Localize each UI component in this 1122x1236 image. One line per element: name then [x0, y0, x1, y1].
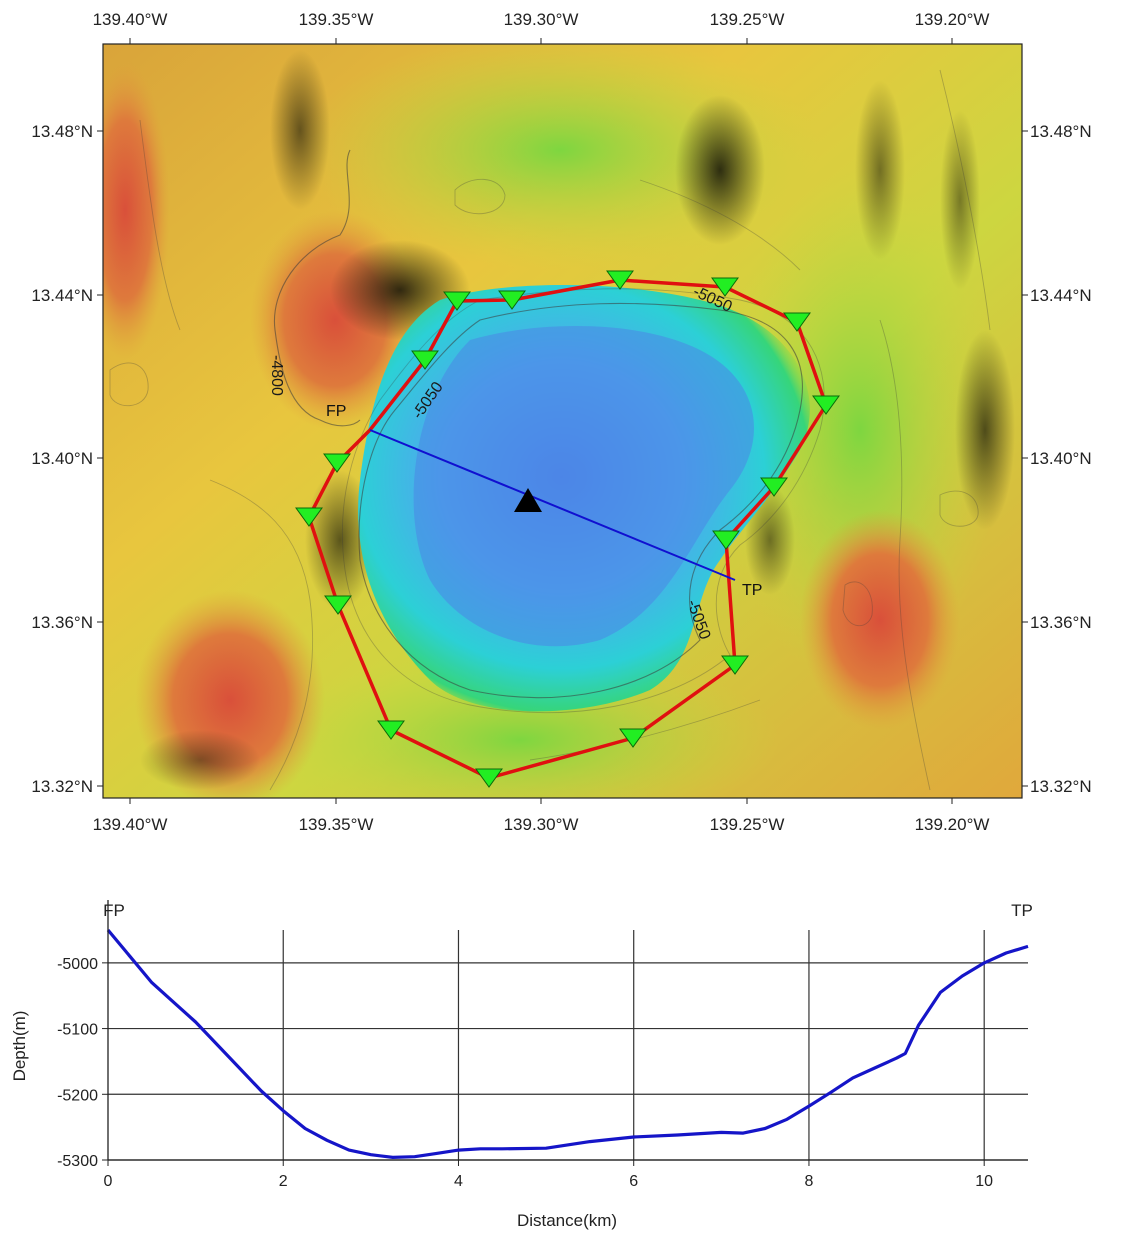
latitude-label: 13.40°N [31, 449, 93, 468]
x-tick-label: 2 [279, 1173, 288, 1190]
longitude-label: 139.20°W [915, 10, 990, 29]
latitude-label: 13.44°N [1030, 286, 1092, 305]
profile-end-label: TP [742, 582, 762, 599]
station-marker [721, 655, 749, 675]
latitude-label: 13.48°N [31, 122, 93, 141]
longitude-label: 139.40°W [93, 10, 168, 29]
y-tick-label: -5300 [57, 1153, 98, 1170]
station-marker [324, 595, 352, 615]
bathymetry-relief [103, 44, 1022, 798]
station-marker [377, 720, 405, 740]
longitude-label: 139.25°W [710, 10, 785, 29]
longitude-label: 139.35°W [299, 10, 374, 29]
station-marker [498, 290, 526, 310]
station-marker [619, 728, 647, 748]
map-frame [102, 43, 1023, 799]
y-tick-label: -5000 [57, 956, 98, 973]
map-tick-marks [97, 38, 1028, 804]
depth-profile-chart: 0 2 4 6 8 10 -5000 -5100 -5200 -5300 FP TP Distan… [10, 900, 1033, 1230]
longitude-label: 139.35°W [299, 815, 374, 834]
latitude-label: 13.36°N [31, 613, 93, 632]
latitude-label: 13.32°N [31, 777, 93, 796]
chart-tick-labels: 0 2 4 6 8 10 -5000 -5100 -5200 -5300 [57, 956, 993, 1190]
latitude-label: 13.40°N [1030, 449, 1092, 468]
profile-line [369, 429, 736, 581]
station-marker [760, 477, 788, 497]
latitude-label: 13.32°N [1030, 777, 1092, 796]
latitude-labels-right: 13.48°N 13.44°N 13.40°N 13.36°N 13.32°N [1030, 122, 1092, 796]
x-axis-title: Distance(km) [517, 1211, 617, 1230]
chart-start-label: FP [103, 901, 125, 920]
latitude-label: 13.44°N [31, 286, 93, 305]
depth-profile-line [106, 928, 1029, 1159]
x-tick-label: 4 [454, 1173, 463, 1190]
chart-grid [108, 930, 1028, 1161]
latitude-labels-left: 13.48°N 13.44°N 13.40°N 13.36°N 13.32°N [31, 122, 93, 796]
x-tick-label: 6 [629, 1173, 638, 1190]
longitude-label: 139.30°W [504, 10, 579, 29]
chart-end-label: TP [1011, 901, 1033, 920]
station-marker [711, 277, 739, 297]
profile-start-label: FP [326, 403, 346, 420]
station-marker [443, 291, 471, 311]
bathymetry-map: -4800 -5050 -5050 -5050 [31, 10, 1091, 834]
latitude-label: 13.48°N [1030, 122, 1092, 141]
longitude-label: 139.40°W [93, 815, 168, 834]
station-markers [295, 270, 840, 788]
latitude-label: 13.36°N [1030, 613, 1092, 632]
station-marker [411, 350, 439, 370]
station-marker [295, 507, 323, 527]
longitude-label: 139.30°W [504, 815, 579, 834]
y-axis-title: Depth(m) [10, 1011, 29, 1082]
station-marker [475, 768, 503, 788]
station-marker [712, 530, 740, 550]
station-marker [812, 395, 840, 415]
station-marker [606, 270, 634, 290]
y-tick-label: -5100 [57, 1022, 98, 1039]
center-station-marker [514, 488, 542, 512]
x-tick-label: 10 [975, 1173, 993, 1190]
contour-label: -4800 [268, 355, 285, 396]
longitude-label: 139.20°W [915, 815, 990, 834]
y-tick-label: -5200 [57, 1087, 98, 1104]
longitude-label: 139.25°W [710, 815, 785, 834]
longitude-labels-top: 139.40°W 139.35°W 139.30°W 139.25°W 139.… [93, 10, 990, 29]
longitude-labels-bottom: 139.40°W 139.35°W 139.30°W 139.25°W 139.… [93, 815, 990, 834]
station-marker [783, 312, 811, 332]
station-marker [323, 453, 351, 473]
chart-axes [107, 900, 1028, 1161]
x-tick-label: 0 [104, 1173, 113, 1190]
x-tick-label: 8 [804, 1173, 813, 1190]
